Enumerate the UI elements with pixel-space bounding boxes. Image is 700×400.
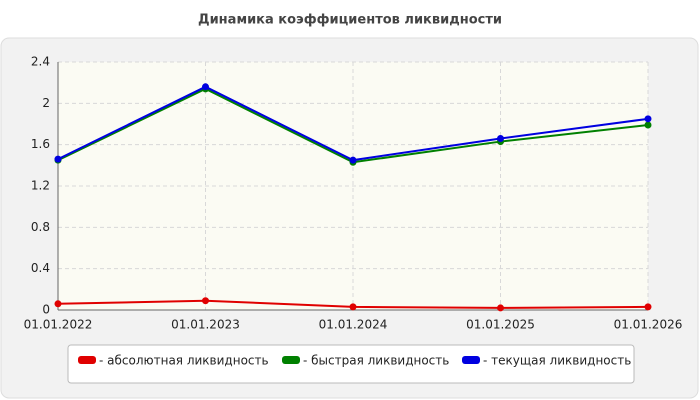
data-point — [644, 121, 652, 129]
y-tick-label: 0 — [42, 303, 50, 317]
data-point — [644, 115, 652, 123]
legend — [67, 344, 635, 384]
data-point — [202, 83, 209, 91]
legend-swatch — [78, 356, 96, 364]
data-point — [349, 156, 357, 164]
x-tick-label: 01.01.2025 — [466, 318, 535, 332]
x-tick-label: 01.01.2022 — [24, 318, 93, 332]
y-tick-label: 1.6 — [31, 137, 50, 151]
y-tick-label: 0.4 — [31, 261, 50, 275]
data-point — [349, 303, 357, 311]
chart-title: Динамика коэффициентов ликвидности — [198, 13, 502, 28]
x-tick-label: 01.01.2026 — [614, 318, 683, 332]
data-point — [54, 300, 62, 308]
y-tick-label: 2 — [42, 96, 50, 110]
data-point — [644, 303, 652, 311]
data-point — [54, 155, 62, 163]
legend-swatch — [282, 356, 300, 364]
legend-swatch — [462, 356, 480, 364]
y-tick-label: 0.8 — [31, 220, 50, 234]
y-tick-label: 2.4 — [31, 55, 50, 69]
y-tick-label: 1.2 — [31, 179, 50, 193]
legend-label: - текущая ликвидность — [483, 354, 631, 368]
legend-label: - быстрая ликвидность — [303, 354, 449, 368]
x-tick-label: 01.01.2024 — [319, 318, 388, 332]
data-point — [497, 134, 504, 142]
legend-label: - абсолютная ликвидность — [99, 354, 269, 368]
data-point — [497, 304, 504, 312]
data-point — [202, 297, 209, 305]
x-tick-label: 01.01.2023 — [171, 318, 240, 332]
